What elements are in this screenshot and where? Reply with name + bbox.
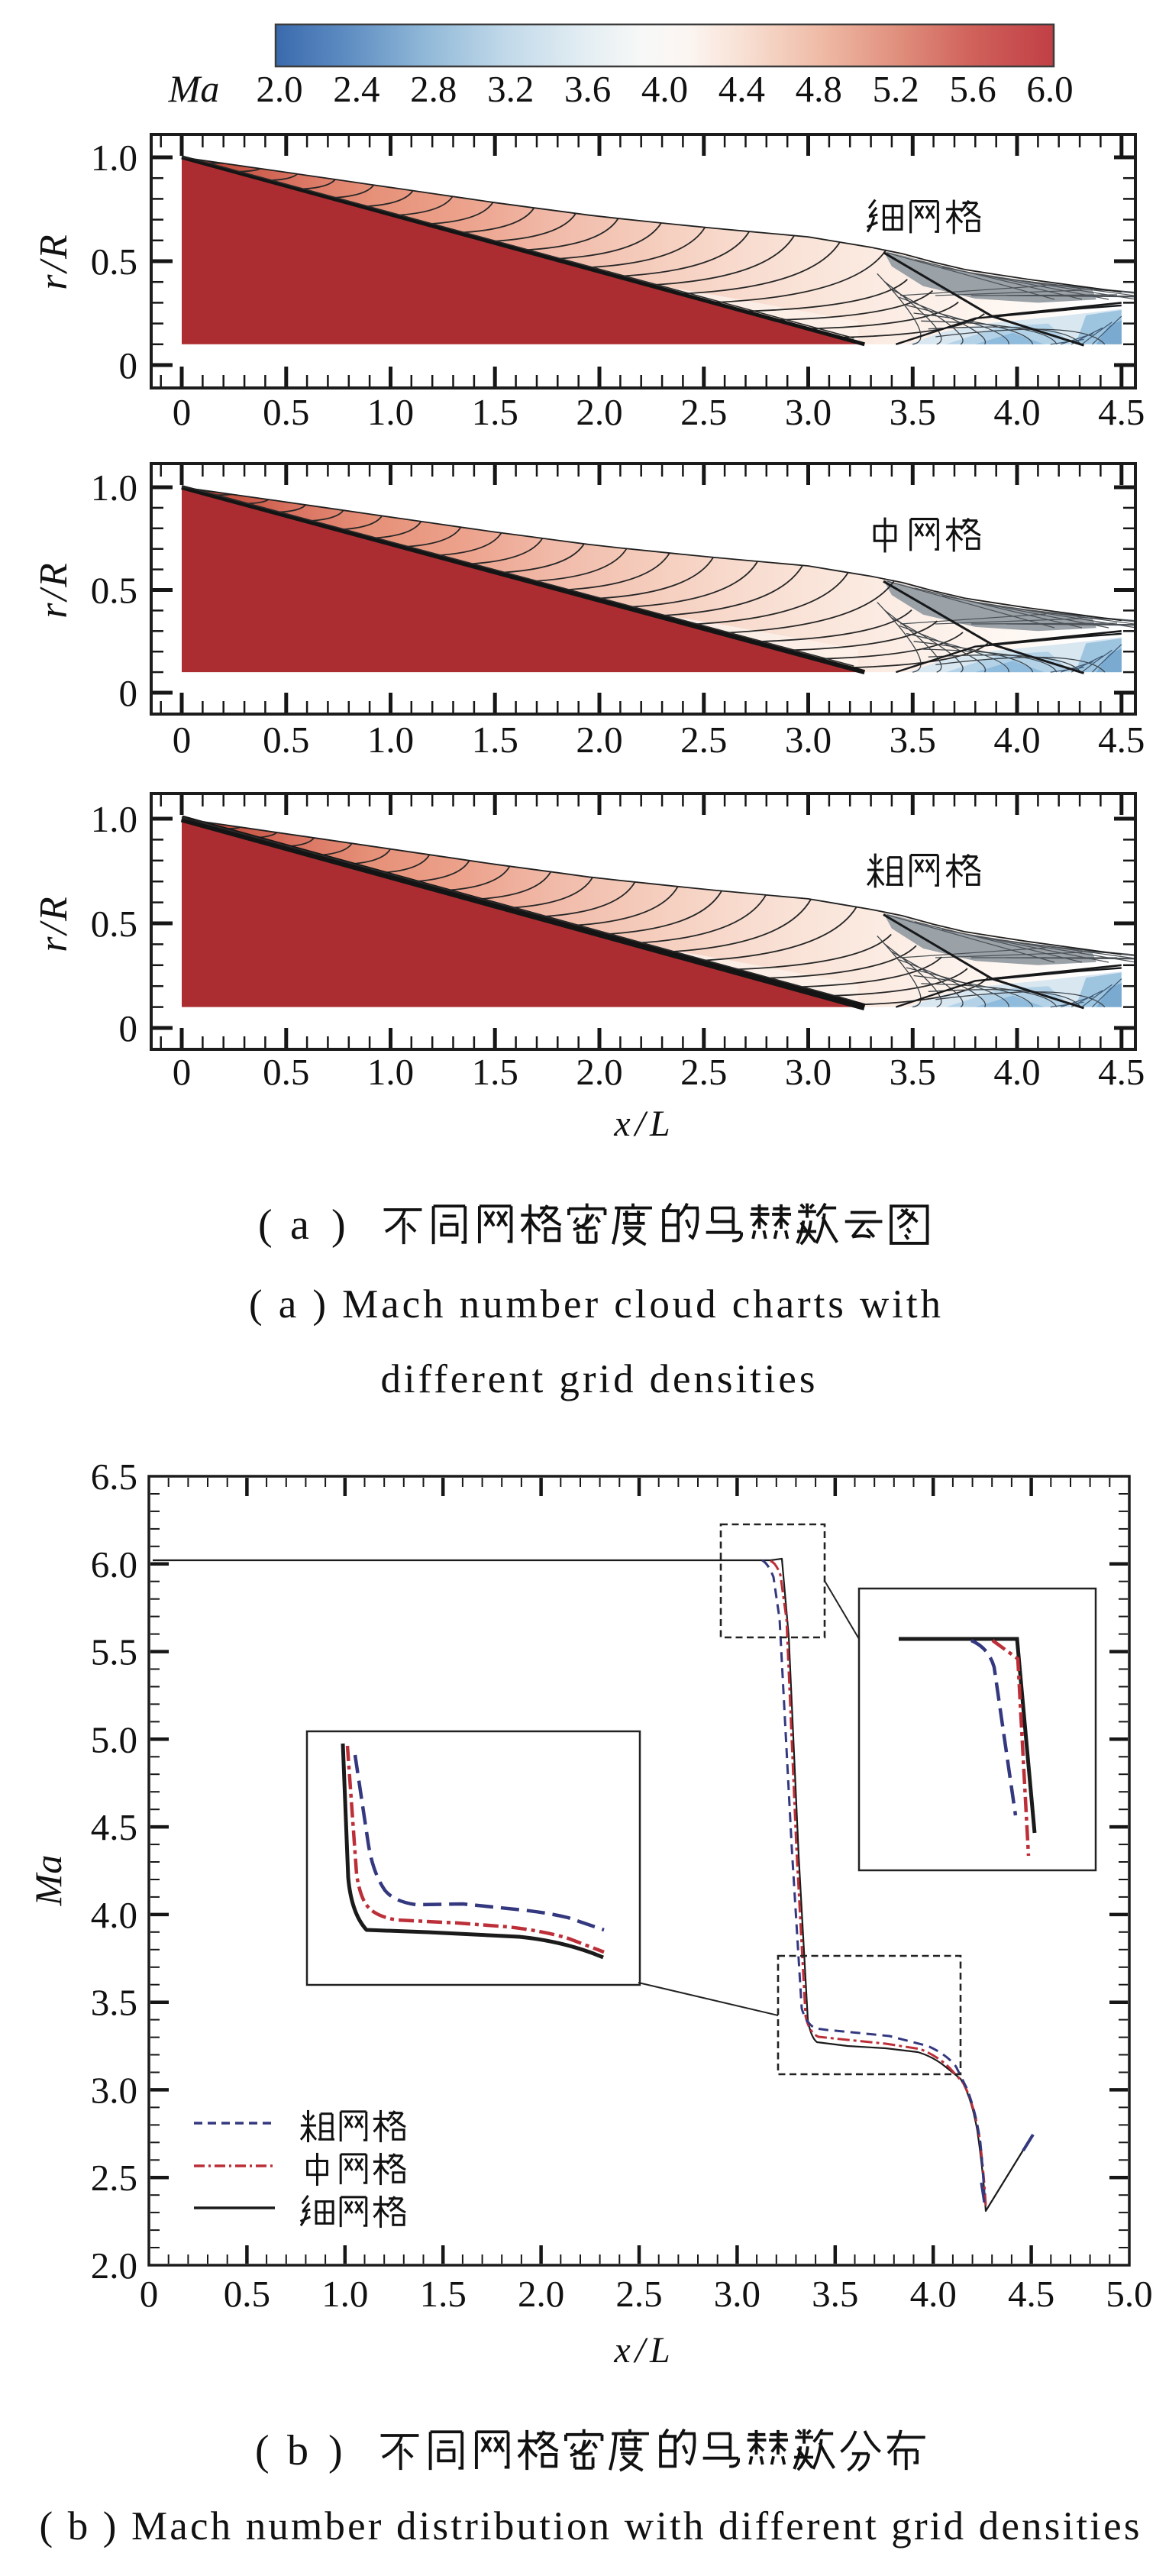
svg-text:4.0: 4.0 bbox=[641, 68, 688, 110]
svg-text:0: 0 bbox=[119, 344, 138, 386]
svg-text:4.5: 4.5 bbox=[91, 1806, 137, 1848]
svg-text:4.5: 4.5 bbox=[1098, 719, 1145, 761]
svg-text:0: 0 bbox=[140, 2273, 159, 2315]
svg-text:1.0: 1.0 bbox=[91, 137, 137, 179]
svg-text:4.4: 4.4 bbox=[719, 68, 765, 110]
svg-text:2.0: 2.0 bbox=[256, 68, 302, 110]
svg-text:(: ( bbox=[258, 1201, 273, 1249]
svg-text:4.5: 4.5 bbox=[1098, 391, 1145, 433]
svg-text:0.5: 0.5 bbox=[91, 570, 137, 612]
svg-text:1.5: 1.5 bbox=[420, 2273, 467, 2315]
svg-text:1.5: 1.5 bbox=[472, 1051, 518, 1093]
svg-text:2.0: 2.0 bbox=[576, 719, 622, 761]
svg-text:0: 0 bbox=[173, 719, 192, 761]
svg-text:x/L: x/L bbox=[613, 1104, 674, 1144]
svg-text:3.5: 3.5 bbox=[890, 1051, 936, 1093]
svg-text:2.5: 2.5 bbox=[680, 391, 727, 433]
svg-text:2.4: 2.4 bbox=[333, 68, 379, 110]
svg-text:4.0: 4.0 bbox=[993, 1051, 1040, 1093]
svg-text:x/L: x/L bbox=[613, 2330, 674, 2371]
svg-text:1.0: 1.0 bbox=[367, 719, 414, 761]
svg-text:1.0: 1.0 bbox=[91, 798, 137, 840]
svg-text:): ) bbox=[328, 2427, 343, 2474]
svg-text:0.5: 0.5 bbox=[263, 391, 309, 433]
svg-text:2.5: 2.5 bbox=[615, 2273, 662, 2315]
svg-text:0.5: 0.5 bbox=[91, 241, 137, 283]
svg-text:4.5: 4.5 bbox=[1098, 1051, 1145, 1093]
svg-text:a: a bbox=[290, 1201, 309, 1249]
svg-text:1.0: 1.0 bbox=[367, 391, 414, 433]
svg-text:0: 0 bbox=[173, 1051, 192, 1093]
svg-text:3.5: 3.5 bbox=[91, 1982, 137, 2024]
svg-text:1.5: 1.5 bbox=[472, 391, 518, 433]
svg-text:r/R: r/R bbox=[32, 894, 76, 952]
svg-text:( b ) Mach number distributio: ( b ) Mach number distribution with diff… bbox=[40, 2504, 1140, 2549]
svg-text:r/R: r/R bbox=[32, 232, 76, 289]
svg-text:4.0: 4.0 bbox=[91, 1894, 137, 1936]
svg-text:4.0: 4.0 bbox=[993, 719, 1040, 761]
svg-text:3.0: 3.0 bbox=[785, 719, 832, 761]
svg-text:3.5: 3.5 bbox=[812, 2273, 858, 2315]
svg-text:5.0: 5.0 bbox=[1106, 2273, 1152, 2315]
svg-text:2.5: 2.5 bbox=[680, 719, 727, 761]
svg-text:5.2: 5.2 bbox=[873, 68, 919, 110]
svg-text:3.0: 3.0 bbox=[714, 2273, 760, 2315]
svg-text:3.5: 3.5 bbox=[890, 719, 936, 761]
svg-text:0: 0 bbox=[119, 1007, 138, 1049]
svg-text:0.5: 0.5 bbox=[224, 2273, 270, 2315]
svg-text:2.0: 2.0 bbox=[518, 2273, 564, 2315]
svg-text:(: ( bbox=[255, 2427, 270, 2474]
svg-text:r/R: r/R bbox=[32, 561, 76, 618]
svg-text:Ma: Ma bbox=[27, 1855, 69, 1907]
svg-text:5.6: 5.6 bbox=[949, 68, 996, 110]
svg-text:3.0: 3.0 bbox=[785, 1051, 832, 1093]
svg-text:6.0: 6.0 bbox=[91, 1543, 137, 1585]
svg-text:4.5: 4.5 bbox=[1008, 2273, 1054, 2315]
svg-text:3.2: 3.2 bbox=[487, 68, 534, 110]
svg-text:3.0: 3.0 bbox=[785, 391, 832, 433]
svg-text:( a ) Mach number cloud chart: ( a ) Mach number cloud charts with bbox=[249, 1282, 941, 1327]
svg-text:b: b bbox=[287, 2427, 308, 2474]
svg-text:0: 0 bbox=[119, 672, 138, 714]
svg-text:3.0: 3.0 bbox=[91, 2069, 137, 2111]
svg-text:0.5: 0.5 bbox=[263, 1051, 309, 1093]
svg-text:3.6: 3.6 bbox=[564, 68, 611, 110]
svg-text:1.0: 1.0 bbox=[321, 2273, 368, 2315]
svg-text:0: 0 bbox=[173, 391, 192, 433]
svg-text:2.5: 2.5 bbox=[680, 1051, 727, 1093]
svg-text:2.5: 2.5 bbox=[91, 2157, 137, 2199]
svg-text:1.5: 1.5 bbox=[472, 719, 518, 761]
svg-text:Ma: Ma bbox=[168, 67, 220, 110]
svg-text:6.0: 6.0 bbox=[1026, 68, 1073, 110]
svg-text:6.5: 6.5 bbox=[91, 1456, 137, 1498]
svg-text:): ) bbox=[331, 1201, 346, 1249]
svg-text:2.0: 2.0 bbox=[576, 391, 622, 433]
svg-text:1.0: 1.0 bbox=[367, 1051, 414, 1093]
svg-text:5.5: 5.5 bbox=[91, 1631, 137, 1673]
svg-text:4.0: 4.0 bbox=[993, 391, 1040, 433]
svg-text:2.8: 2.8 bbox=[410, 68, 457, 110]
svg-text:4.0: 4.0 bbox=[910, 2273, 957, 2315]
svg-text:5.0: 5.0 bbox=[91, 1718, 137, 1760]
svg-text:4.8: 4.8 bbox=[796, 68, 842, 110]
svg-text:2.0: 2.0 bbox=[91, 2245, 137, 2287]
svg-text:2.0: 2.0 bbox=[576, 1051, 622, 1093]
svg-text:3.5: 3.5 bbox=[890, 391, 936, 433]
svg-text:1.0: 1.0 bbox=[91, 467, 137, 509]
svg-text:0.5: 0.5 bbox=[91, 903, 137, 945]
svg-text:0.5: 0.5 bbox=[263, 719, 309, 761]
